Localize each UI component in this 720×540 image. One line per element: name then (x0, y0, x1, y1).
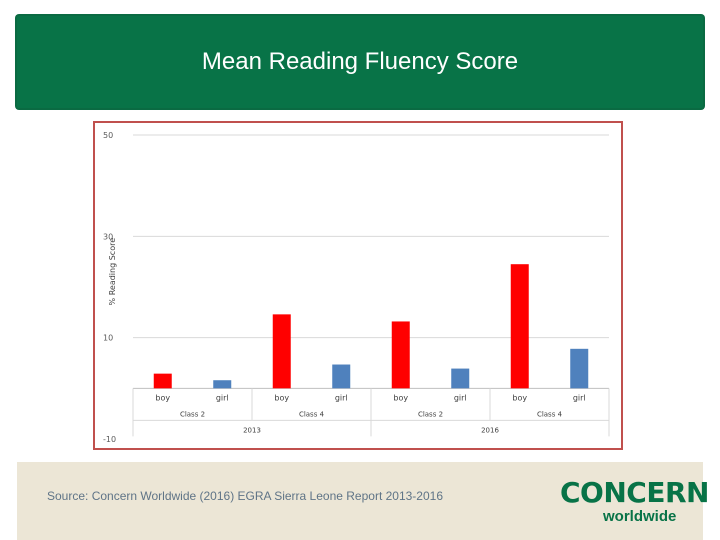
y-tick-label: 10 (103, 334, 113, 343)
y-tick-label: 50 (103, 131, 113, 140)
chart-frame: -10 10 30 50 % Reading Score boy girl boy girl bo… (93, 121, 623, 450)
y-axis-label: % Reading Score (108, 238, 117, 306)
logo-wordmark: CONCERN (560, 476, 709, 509)
x-tick-label: girl (216, 393, 229, 402)
bar-chart: -10 10 30 50 % Reading Score boy girl boy girl bo… (103, 131, 610, 444)
x-tick-label: boy (155, 393, 170, 402)
footer-band (17, 462, 703, 540)
concern-logo: CONCERN worldwide (560, 476, 709, 526)
year-label: 2016 (481, 426, 499, 434)
bar-girl (213, 380, 232, 389)
year-label: 2013 (243, 426, 261, 434)
x-tick-label: girl (335, 393, 348, 402)
bar-girl (570, 348, 589, 389)
bar-boy (272, 314, 291, 389)
bar-girl (451, 368, 470, 389)
class-label: Class 4 (537, 410, 563, 418)
bar-girl (332, 364, 351, 389)
bar-boy (510, 264, 529, 389)
class-label: Class 2 (418, 410, 443, 418)
x-tick-label: boy (393, 393, 408, 402)
source-citation: Source: Concern Worldwide (2016) EGRA Si… (47, 489, 443, 503)
bar-boy (153, 373, 172, 389)
y-tick-label: 30 (103, 232, 113, 241)
bar-boy (391, 321, 410, 389)
x-tick-label: girl (454, 393, 467, 402)
class-label: Class 4 (299, 410, 325, 418)
x-tick-label: boy (274, 393, 289, 402)
x-tick-label: boy (512, 393, 527, 402)
logo-subtitle: worldwide (603, 508, 677, 525)
title-band (17, 16, 703, 108)
slide-title: Mean Reading Fluency Score (201, 48, 519, 75)
class-label: Class 2 (180, 410, 205, 418)
x-tick-label: girl (573, 393, 586, 402)
y-tick-label: -10 (103, 435, 116, 444)
